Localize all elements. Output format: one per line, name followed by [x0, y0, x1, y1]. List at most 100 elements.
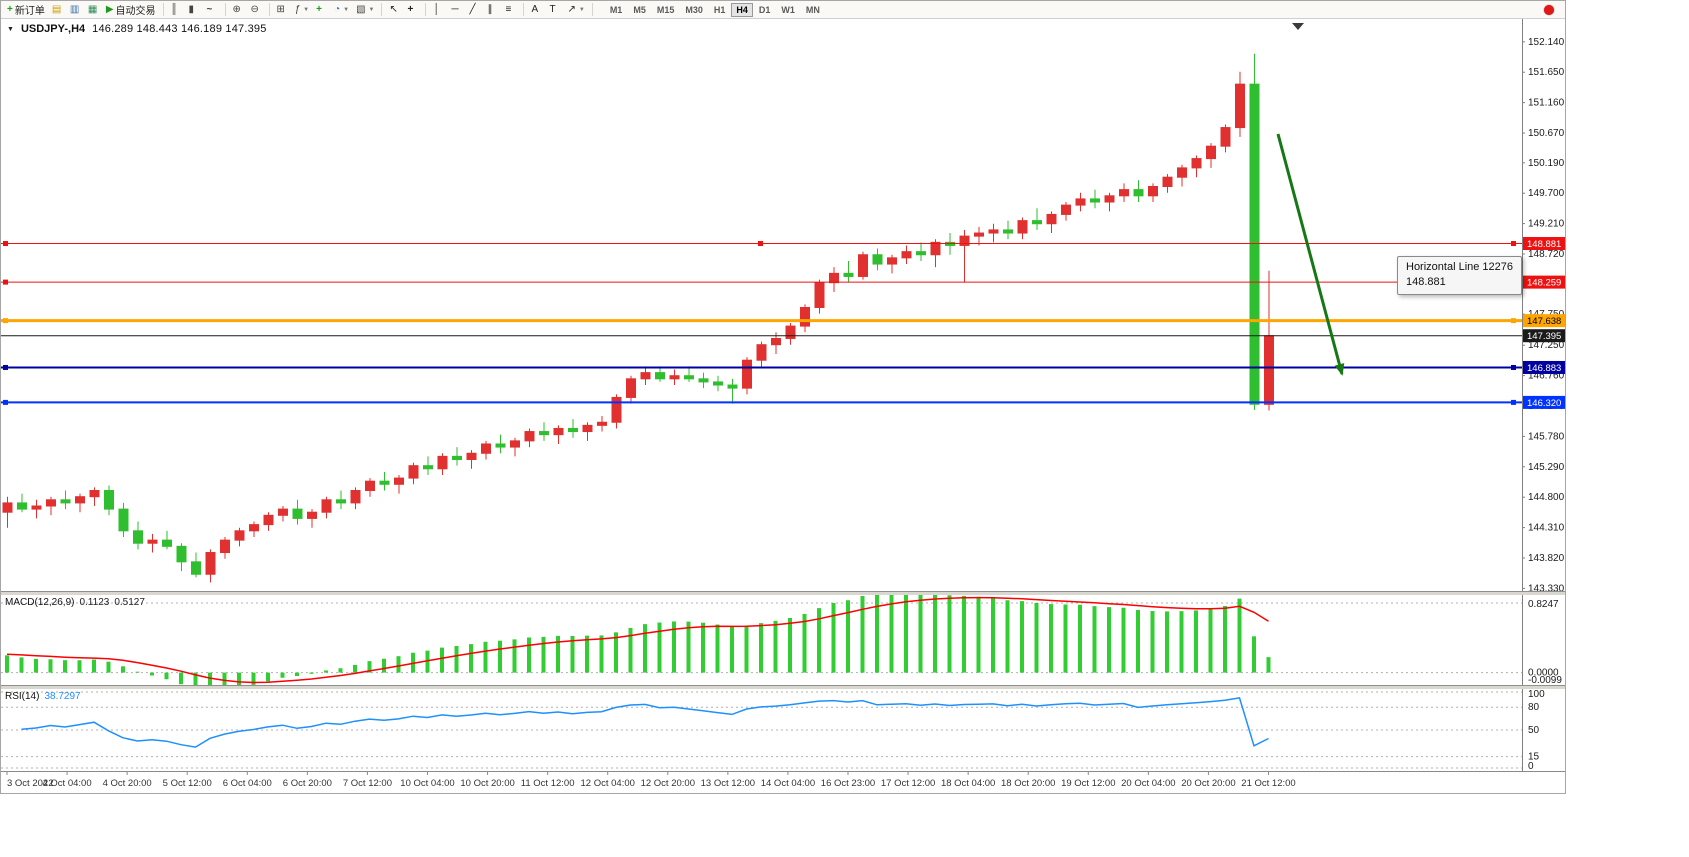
- new-order-label: 新订单: [14, 6, 45, 17]
- horizontal-line-object[interactable]: [1, 399, 1522, 405]
- panel-separator[interactable]: [1, 591, 1565, 595]
- chart-collapse-icon[interactable]: ▼: [7, 25, 14, 33]
- chart-ohlc-values: 146.289 148.443 146.189 147.395: [92, 23, 267, 35]
- channel-button[interactable]: ∥: [484, 2, 501, 18]
- rsi-line: [21, 697, 1269, 748]
- time-axis-label: 12 Oct 04:00: [581, 778, 635, 789]
- add-indicator-icon: +: [316, 3, 322, 15]
- trendline-button[interactable]: ╱: [466, 2, 483, 18]
- vertical-line-icon: │: [433, 3, 440, 15]
- candlestick-chart-button[interactable]: ▮: [186, 2, 203, 18]
- horizontal-line-object[interactable]: [1, 364, 1522, 370]
- rsi-scale-label: 0: [1528, 761, 1534, 771]
- tile-windows-button[interactable]: ⊞: [274, 2, 291, 18]
- price-badge: 148.259: [1523, 275, 1565, 289]
- arrows-button[interactable]: ↗ ▼: [564, 2, 587, 18]
- cursor-button[interactable]: ↖: [386, 2, 403, 18]
- price-axis-label: 149.210: [1528, 219, 1565, 230]
- timeframe-button-M30[interactable]: M30: [680, 3, 708, 17]
- autotrading-button[interactable]: ▶ 自动交易: [103, 2, 159, 18]
- time-axis-label: 20 Oct 20:00: [1181, 778, 1235, 789]
- main-chart-panel[interactable]: 152.140 151.650 151.160 150.670 150.190 149.7…: [1, 19, 1565, 591]
- autotrading-label: 自动交易: [115, 6, 156, 17]
- new-order-icon: +: [7, 3, 13, 15]
- vertical-line-button[interactable]: │: [430, 2, 447, 18]
- rsi-scale-label: 15: [1528, 752, 1540, 763]
- market-watch-button[interactable]: ▦: [85, 2, 102, 18]
- line-chart-button[interactable]: ~: [204, 2, 221, 18]
- rsi-scale-label: 80: [1528, 702, 1540, 713]
- rsi-value: 38.7297: [44, 691, 81, 702]
- price-axis-label: 145.290: [1528, 462, 1565, 473]
- timeframe-button-M15[interactable]: M15: [652, 3, 680, 17]
- line-handle: [1511, 241, 1516, 247]
- tooltip-object-value: 148.881: [1406, 276, 1446, 289]
- line-handle: [3, 399, 8, 405]
- time-axis-label: 13 Oct 12:00: [701, 778, 755, 789]
- text-label-button[interactable]: T: [546, 2, 563, 18]
- mt4-window: + 新订单 ▤ ▥ ▦ ▶ 自动交易 ║ ▮ ~ ⊕ ⊖ ⊞ ƒ ▼ + ◔ ▼ ▧…: [0, 0, 1566, 794]
- notification-badge[interactable]: [1544, 4, 1554, 15]
- price-axis-label: 143.330: [1528, 583, 1565, 591]
- horizontal-line-object[interactable]: [1, 318, 1522, 324]
- line-handle: [3, 364, 8, 370]
- chart-symbol-period: USDJPY-,H4: [20, 23, 86, 35]
- fibonacci-button[interactable]: ≡: [502, 2, 519, 18]
- horizontal-line-button[interactable]: ─: [448, 2, 465, 18]
- zoom-out-button[interactable]: ⊖: [248, 2, 265, 18]
- timeframe-button-H4[interactable]: H4: [731, 2, 753, 17]
- text-button[interactable]: A: [528, 2, 545, 18]
- text-icon: A: [531, 3, 539, 15]
- price-axis-label: 148.720: [1528, 249, 1565, 260]
- object-tooltip: Horizontal Line 12276 148.881: [1397, 256, 1523, 295]
- toolbar-separator: [425, 3, 427, 16]
- horizontal-line-object[interactable]: [1, 241, 1522, 247]
- time-axis-label: 4 Oct 04:00: [43, 778, 92, 789]
- line-handle: [1511, 364, 1516, 370]
- timeframe-button-H1[interactable]: H1: [709, 3, 731, 17]
- line-handle: [3, 279, 8, 285]
- new-chart-button[interactable]: ▤: [49, 2, 66, 18]
- crosshair-button[interactable]: +: [404, 2, 421, 18]
- time-axis-label: 12 Oct 20:00: [641, 778, 695, 789]
- timeframe-button-W1[interactable]: W1: [776, 3, 800, 17]
- trend-arrow-object[interactable]: [1276, 133, 1345, 376]
- macd-signal-value: 0.5127: [114, 597, 145, 608]
- templates-button[interactable]: ▧ ▼: [353, 2, 377, 18]
- bar-chart-button[interactable]: ║: [168, 2, 185, 18]
- rsi-name: RSI(14): [5, 691, 40, 702]
- time-axis-label: 6 Oct 20:00: [283, 778, 332, 789]
- timeframe-toolbar: M1 M5 M15 M30 H1 H4 D1 W1 MN: [605, 2, 825, 17]
- macd-panel: 0.8247 0.0000 -0.0099 MACD(12,26,9) 0.1123 0…: [1, 595, 1565, 685]
- timeframe-button-M5[interactable]: M5: [628, 3, 651, 17]
- indicators-button[interactable]: ƒ ▼: [292, 2, 313, 18]
- line-chart-icon: ~: [206, 3, 213, 15]
- price-axis-label: 144.310: [1528, 523, 1565, 534]
- time-axis-label: 6 Oct 04:00: [223, 778, 272, 789]
- add-indicator-button[interactable]: +: [313, 2, 330, 18]
- timeframe-button-MN[interactable]: MN: [801, 3, 825, 17]
- timeframe-button-D1[interactable]: D1: [754, 3, 776, 17]
- periods-button[interactable]: ◔ ▼: [331, 2, 352, 18]
- profiles-button[interactable]: ▥: [67, 2, 84, 18]
- timeframe-button-M1[interactable]: M1: [605, 3, 628, 17]
- new-order-button[interactable]: + 新订单: [4, 2, 48, 18]
- rsi-panel: 100 80 50 15 0 RSI(14) 38.7297: [1, 689, 1565, 771]
- panel-separator[interactable]: [1, 685, 1565, 689]
- time-axis[interactable]: 3 Oct 2022 4 Oct 04:00 4 Oct 20:00 5 Oct 12…: [1, 771, 1565, 793]
- chevron-down-icon: ▼: [303, 6, 310, 13]
- candlestick-chart[interactable]: 152.140 151.650 151.160 150.670 150.190 149.7…: [1, 19, 1565, 591]
- price-axis-label: 145.780: [1528, 431, 1565, 442]
- price-badge: 147.638: [1523, 314, 1565, 328]
- zoom-in-button[interactable]: ⊕: [230, 2, 247, 18]
- chart-shift-marker-icon[interactable]: [1292, 23, 1304, 30]
- price-axis-label: 143.820: [1528, 553, 1565, 564]
- price-axis[interactable]: 152.140 151.650 151.160 150.670 150.190 149.7…: [1522, 19, 1565, 591]
- new-chart-icon: ▤: [51, 3, 62, 15]
- price-badge: 146.320: [1523, 395, 1565, 409]
- price-axis-label: 147.250: [1528, 340, 1565, 351]
- line-handle: [758, 241, 763, 247]
- time-axis-label: 10 Oct 20:00: [460, 778, 514, 789]
- horizontal-line-object[interactable]: [1, 279, 1522, 285]
